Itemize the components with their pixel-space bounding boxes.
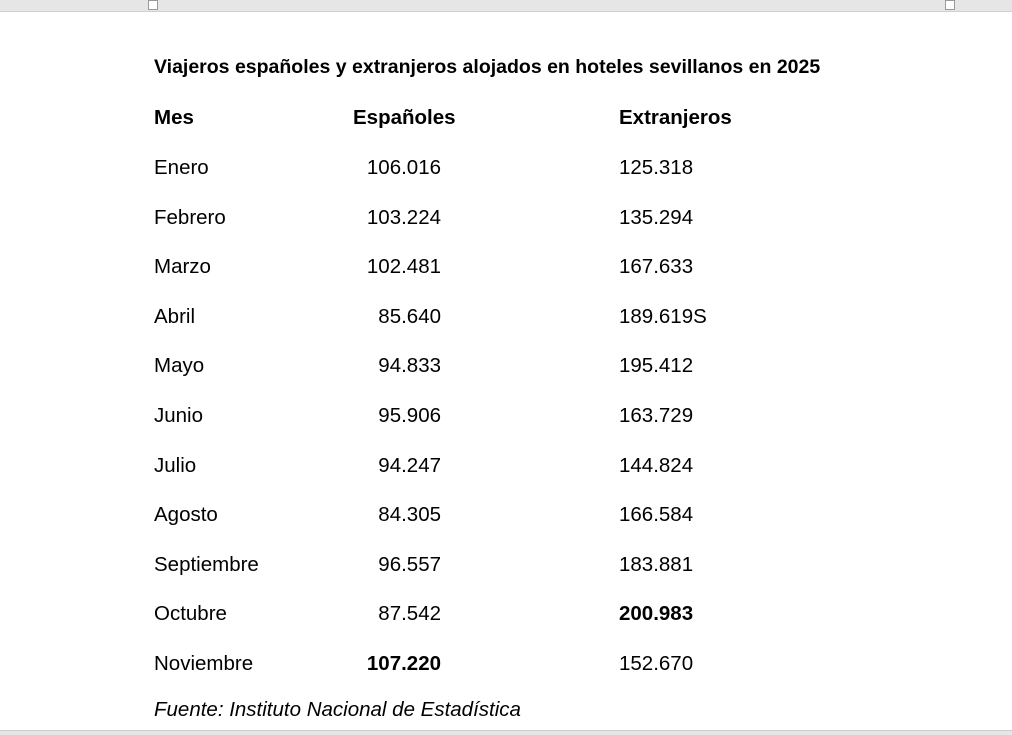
cell: Marzo <box>154 255 211 279</box>
cell: Mes <box>154 106 194 129</box>
cell: 102.481 <box>366 255 441 279</box>
cell: 183.881 <box>619 552 694 576</box>
source: Fuente: Instituto Nacional de Estadístic… <box>154 698 521 721</box>
cell: 94.833 <box>378 354 441 378</box>
cell: Noviembre <box>154 652 254 675</box>
cell: Octubre <box>154 602 227 626</box>
cell: 163.729 <box>619 404 694 427</box>
cell: 107.220 <box>366 652 441 675</box>
ruler <box>0 0 1012 12</box>
cell: 144.824 <box>619 453 694 477</box>
cell: Febrero <box>154 205 226 229</box>
cell: 195.412 <box>619 354 694 378</box>
cell: Mayo <box>154 354 205 378</box>
cell: 106.016 <box>366 156 441 179</box>
cell: 200.983 <box>619 602 694 626</box>
cell: 166.584 <box>619 503 694 527</box>
indent-marker <box>945 0 955 10</box>
cell: 85.640 <box>378 304 441 328</box>
cell: 189.619S <box>619 304 707 328</box>
cell: Extranjeros <box>619 106 732 129</box>
cell: 135.294 <box>619 205 694 229</box>
cell: 125.318 <box>619 156 694 179</box>
cell: 167.633 <box>619 255 694 279</box>
cell: Enero <box>154 156 209 179</box>
cell: Julio <box>154 453 197 477</box>
title: Viajeros españoles y extranjeros alojado… <box>154 56 821 78</box>
cell: 87.542 <box>378 602 441 626</box>
cell: Agosto <box>154 503 218 527</box>
cell: Junio <box>154 404 204 427</box>
cell: 103.224 <box>366 205 441 229</box>
cell: 95.906 <box>378 404 441 427</box>
indent-marker <box>148 0 158 10</box>
cell: 94.247 <box>378 453 441 477</box>
page-edge <box>0 730 1012 735</box>
cell: Españoles <box>353 106 456 129</box>
cell: 152.670 <box>619 652 694 675</box>
cell: Abril <box>154 304 196 328</box>
cell: 84.305 <box>378 503 441 527</box>
cell: 96.557 <box>378 552 441 576</box>
cell: Septiembre <box>154 552 259 576</box>
